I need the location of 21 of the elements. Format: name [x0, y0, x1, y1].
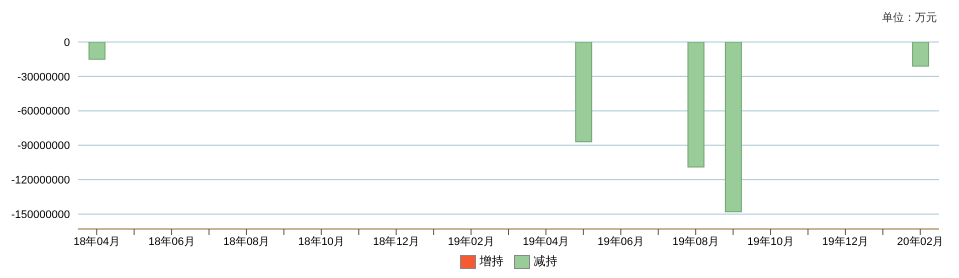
x-tick-label: 18年06月	[148, 236, 195, 248]
x-tick-label: 19年12月	[822, 236, 869, 248]
x-tick-label: 19年02月	[448, 236, 494, 248]
y-tick-label: 0	[64, 36, 70, 49]
legend-label: 减持	[534, 253, 558, 270]
x-tick-label: 18年10月	[298, 236, 345, 248]
text: 单位：万元	[882, 10, 937, 25]
legend-label: 增持	[480, 253, 504, 270]
x-tick-label: 19年04月	[522, 236, 570, 248]
y-tick-label: -150000000	[11, 208, 70, 221]
x-tick-label: 19年10月	[747, 236, 794, 248]
x-tick-label: 18年04月	[73, 236, 120, 248]
y-tick-label: -30000000	[17, 71, 70, 84]
x-tick-label: 20年02月	[897, 236, 944, 248]
y-tick-label: -120000000	[11, 174, 70, 187]
x-tick-label: 18年08月	[223, 236, 270, 248]
y-tick-label: -90000000	[17, 140, 70, 152]
x-tick-label: 19年06月	[598, 236, 644, 248]
y-tick-label: -60000000	[17, 106, 70, 118]
x-tick-label: 19年08月	[672, 236, 719, 248]
x-tick-label: 18年12月	[372, 236, 420, 248]
